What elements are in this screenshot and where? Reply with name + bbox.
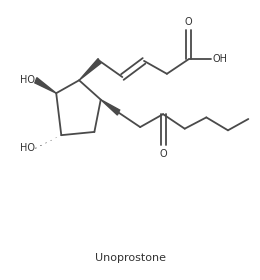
Text: O: O: [185, 17, 192, 27]
Polygon shape: [35, 78, 56, 93]
Polygon shape: [101, 100, 120, 115]
Polygon shape: [79, 59, 101, 80]
Text: HO: HO: [20, 143, 35, 153]
Text: Unoprostone: Unoprostone: [94, 253, 166, 263]
Text: OH: OH: [213, 54, 228, 64]
Text: O: O: [159, 149, 167, 159]
Text: HO: HO: [20, 75, 35, 85]
